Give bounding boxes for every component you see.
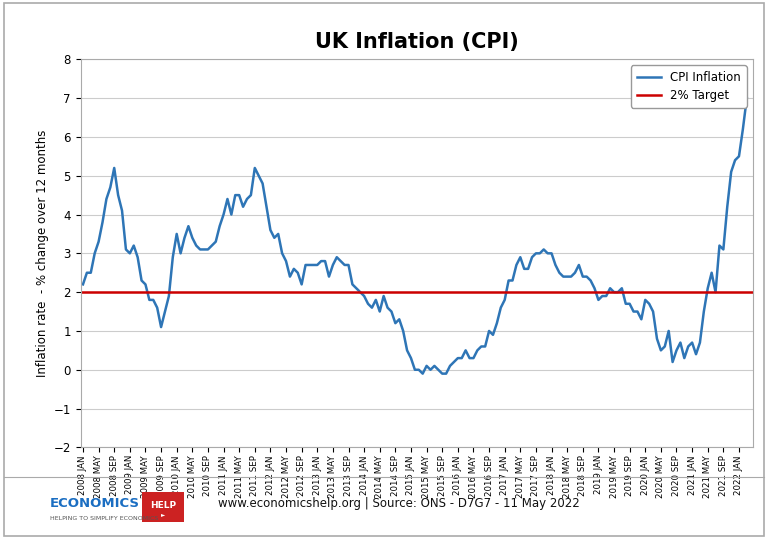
- Text: ►: ►: [161, 512, 165, 517]
- Text: HELP: HELP: [150, 501, 177, 510]
- Text: HELPING TO SIMPLIFY ECONOMICS: HELPING TO SIMPLIFY ECONOMICS: [50, 516, 158, 521]
- CPI Inflation: [78, 281, 88, 288]
- CPI Inflation: [676, 340, 685, 346]
- Legend: CPI Inflation, 2% Target: CPI Inflation, 2% Target: [631, 65, 746, 108]
- CPI Inflation: [644, 301, 654, 307]
- CPI Inflation: [200, 246, 209, 253]
- Line: CPI Inflation: CPI Inflation: [83, 98, 746, 374]
- Title: UK Inflation (CPI): UK Inflation (CPI): [315, 32, 518, 52]
- CPI Inflation: [496, 305, 505, 311]
- Text: ECONOMICS: ECONOMICS: [50, 497, 140, 510]
- Y-axis label: Inflation rate  - % change over 12 months: Inflation rate - % change over 12 months: [36, 130, 49, 377]
- CPI Inflation: [547, 250, 556, 257]
- CPI Inflation: [473, 347, 482, 354]
- CPI Inflation: [742, 95, 751, 101]
- CPI Inflation: [418, 370, 427, 377]
- Text: www.economicshelp.org | Source: ONS - D7G7 - 11 May 2022: www.economicshelp.org | Source: ONS - D7…: [218, 497, 581, 510]
